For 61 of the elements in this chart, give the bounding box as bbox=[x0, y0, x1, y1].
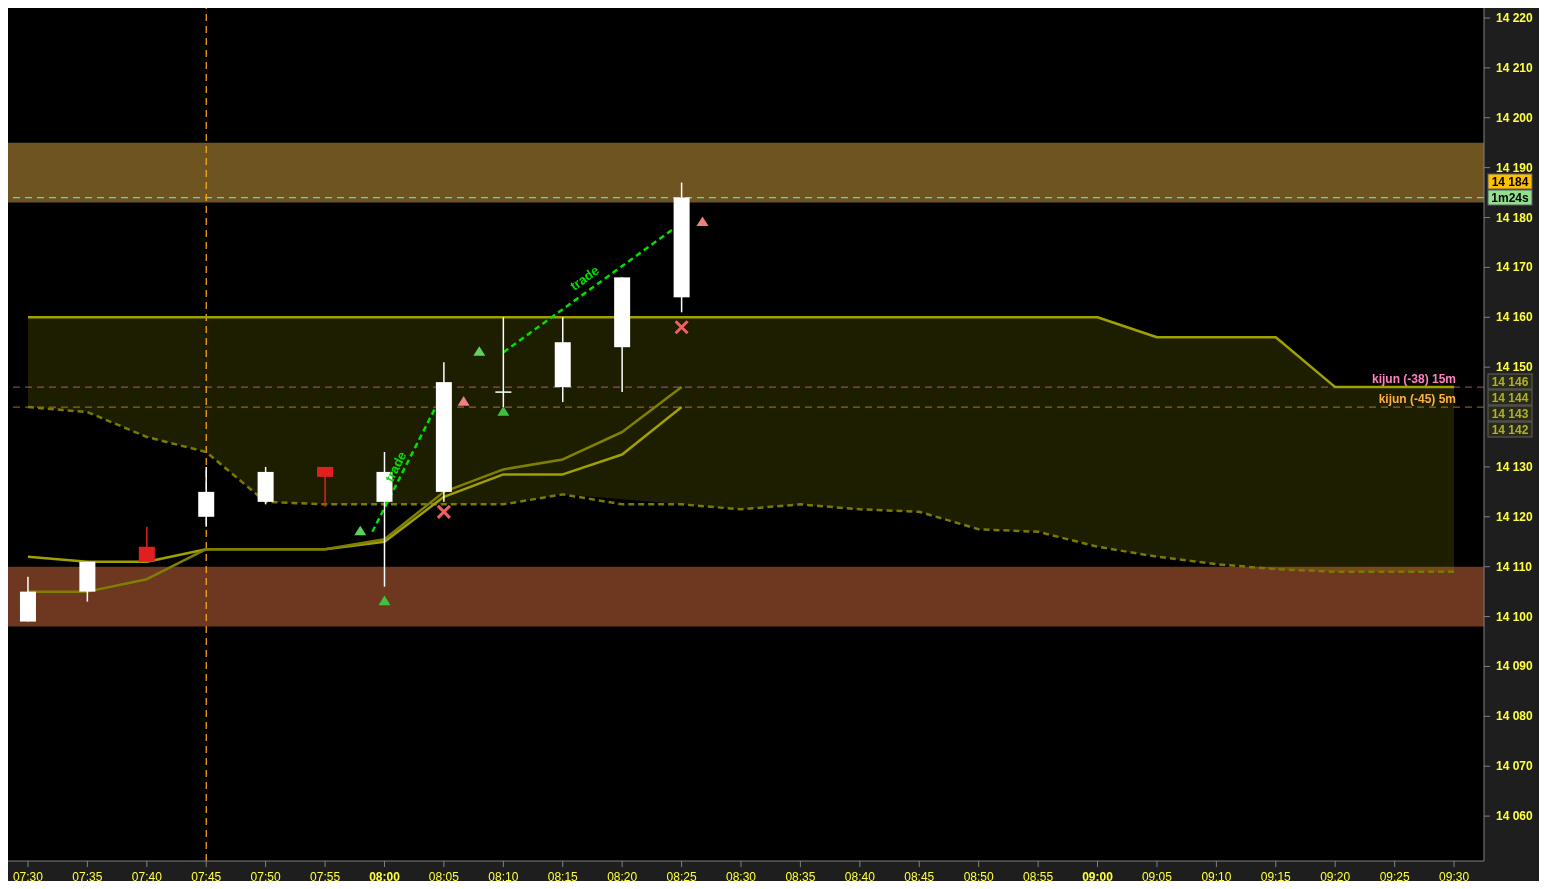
y-tick-label: 14 220 bbox=[1496, 10, 1534, 25]
x-tick-label: 09:05 bbox=[1141, 870, 1173, 884]
x-tick-label: 08:25 bbox=[666, 870, 697, 884]
y-tick-label: 14 070 bbox=[1496, 759, 1534, 774]
y-tick-label: 14 130 bbox=[1496, 459, 1534, 474]
y-tick-label: 14 110 bbox=[1496, 559, 1533, 574]
text: 14 142 bbox=[1491, 423, 1529, 437]
point bbox=[674, 319, 690, 335]
point bbox=[436, 504, 452, 520]
y-tick-label: 14 080 bbox=[1496, 709, 1534, 724]
x-tick-label: 07:50 bbox=[250, 870, 281, 884]
text: 1m24s bbox=[1491, 191, 1529, 205]
point bbox=[696, 216, 709, 227]
x-tick-label: 07:40 bbox=[131, 870, 163, 884]
x-tick-label: 08:50 bbox=[963, 870, 995, 884]
text: 14 184 bbox=[1491, 175, 1529, 189]
point bbox=[457, 396, 470, 406]
x-tick-label: 08:55 bbox=[1023, 870, 1054, 884]
ref-line-label: kijun (-38) 15m bbox=[1371, 372, 1456, 387]
x-tick-label: 08:00 bbox=[369, 870, 401, 884]
x-tick-label: 08:20 bbox=[607, 870, 638, 884]
x-tick-label: 08:35 bbox=[785, 870, 816, 884]
text: 14 143 bbox=[1491, 407, 1529, 421]
y-tick-label: 14 190 bbox=[1496, 160, 1534, 175]
candlestick bbox=[138, 526, 155, 563]
point bbox=[497, 406, 510, 416]
point bbox=[378, 595, 391, 606]
text: 14 144 bbox=[1491, 391, 1529, 405]
x-tick-label: 07:35 bbox=[72, 870, 103, 884]
y-tick-label: 14 060 bbox=[1496, 809, 1534, 824]
text: 14 146 bbox=[1491, 375, 1529, 389]
x-tick-label: 09:15 bbox=[1260, 870, 1292, 884]
point bbox=[473, 346, 486, 356]
y-tick-label: 14 150 bbox=[1496, 360, 1534, 375]
y-tick-label: 14 160 bbox=[1496, 310, 1534, 325]
y-tick-label: 14 180 bbox=[1496, 210, 1534, 225]
x-tick-label: 08:30 bbox=[725, 870, 757, 884]
x-tick-label: 08:15 bbox=[547, 870, 579, 884]
x-tick-label: 09:10 bbox=[1201, 870, 1232, 884]
x-tick-label: 08:05 bbox=[428, 870, 460, 884]
x-tick-label: 09:30 bbox=[1439, 870, 1470, 884]
x-tick-label: 07:45 bbox=[191, 870, 222, 884]
y-tick-label: 14 210 bbox=[1496, 60, 1534, 75]
x-tick-label: 08:40 bbox=[844, 870, 876, 884]
x-tick-label: 09:20 bbox=[1320, 870, 1351, 884]
y-tick-label: 14 090 bbox=[1496, 659, 1534, 674]
x-tick-label: 09:00 bbox=[1082, 870, 1114, 884]
point bbox=[354, 525, 367, 536]
y-tick-label: 14 170 bbox=[1496, 260, 1534, 275]
x-tick-label: 08:45 bbox=[904, 870, 935, 884]
x-tick-label: 07:30 bbox=[12, 870, 44, 884]
x-tick-label: 07:55 bbox=[310, 870, 341, 884]
y-tick-label: 14 200 bbox=[1496, 110, 1534, 125]
y-tick-label: 14 100 bbox=[1496, 609, 1534, 624]
ref-line-label: kijun (-45) 5m bbox=[1378, 392, 1456, 407]
x-tick-label: 08:10 bbox=[488, 870, 519, 884]
y-tick-label: 14 120 bbox=[1496, 509, 1534, 524]
annotation: trade bbox=[567, 262, 602, 294]
annotation: trade bbox=[381, 449, 410, 485]
candlestick bbox=[317, 466, 334, 508]
x-tick-label: 09:25 bbox=[1379, 870, 1410, 884]
